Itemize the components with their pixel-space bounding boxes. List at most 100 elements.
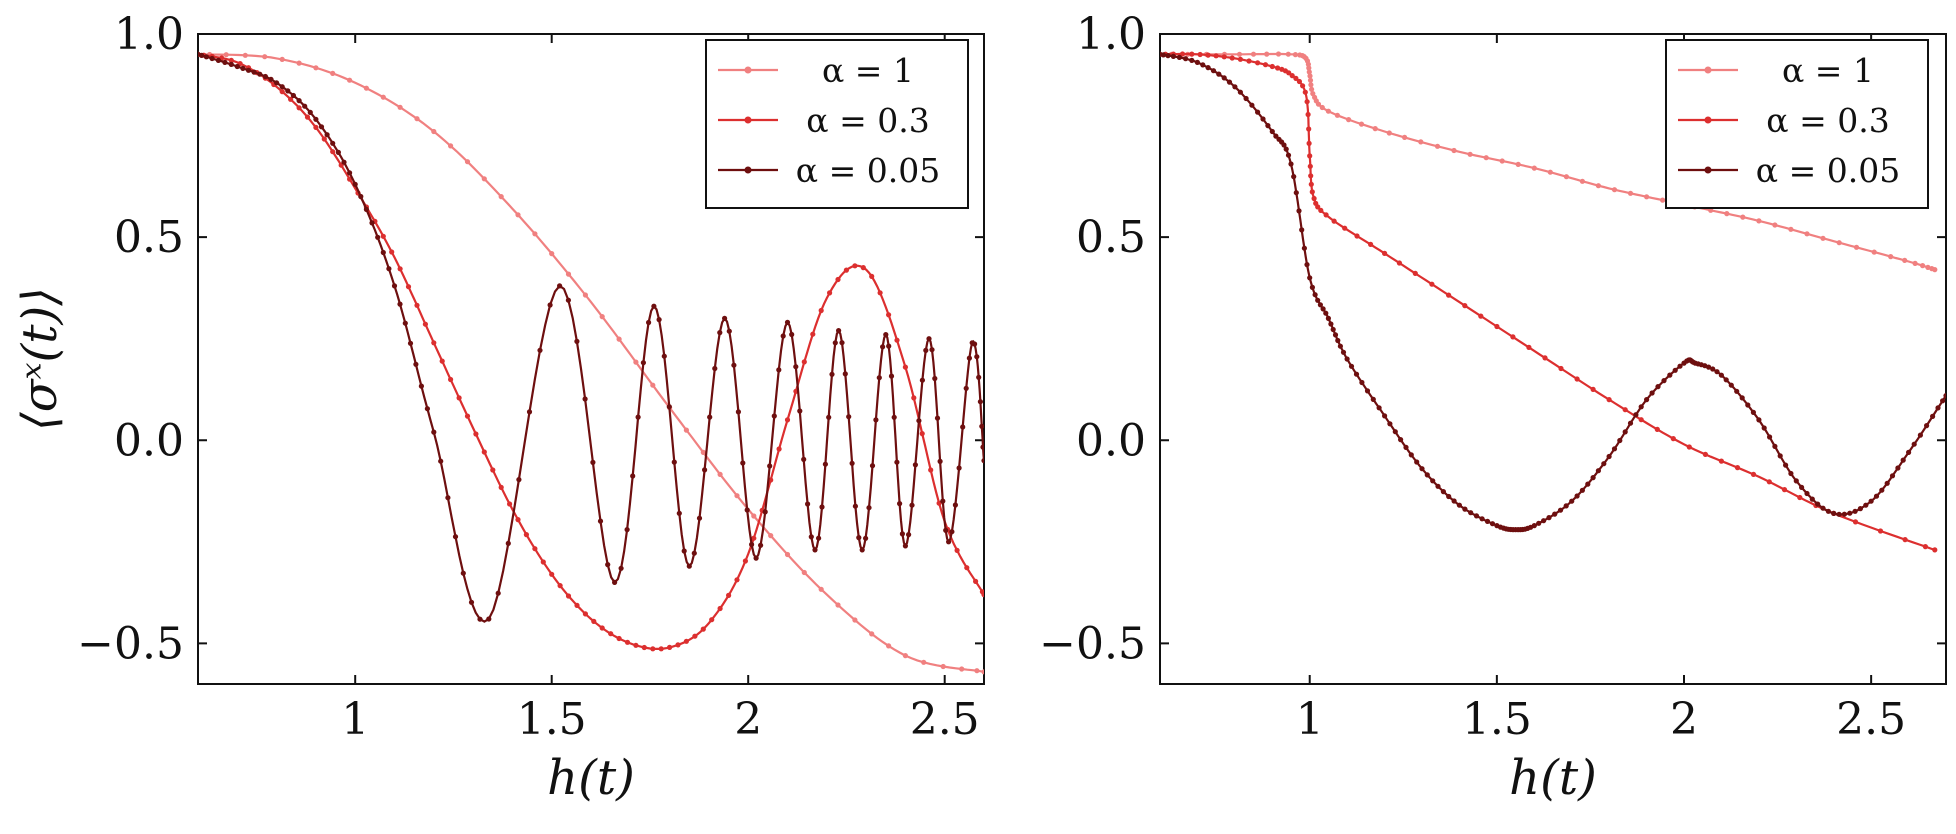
data-point bbox=[1359, 379, 1365, 386]
data-point bbox=[1348, 363, 1355, 369]
data-point bbox=[1809, 496, 1815, 502]
data-point bbox=[321, 136, 327, 142]
data-point bbox=[1911, 441, 1917, 447]
data-point bbox=[481, 176, 487, 182]
data-point bbox=[702, 467, 708, 473]
data-point bbox=[1484, 518, 1491, 525]
data-point bbox=[523, 532, 530, 538]
data-point bbox=[591, 618, 597, 625]
data-point bbox=[981, 669, 984, 675]
data-point bbox=[888, 373, 895, 379]
data-point bbox=[1595, 183, 1601, 189]
data-point bbox=[1483, 155, 1489, 161]
data-point bbox=[1358, 121, 1365, 127]
plot-area bbox=[1160, 51, 1946, 553]
data-point bbox=[849, 460, 855, 466]
data-point bbox=[1868, 498, 1874, 504]
data-point bbox=[616, 635, 622, 642]
data-point bbox=[431, 128, 437, 135]
data-point bbox=[683, 427, 690, 433]
data-point bbox=[1902, 537, 1908, 543]
legend: α = 1 α = 0.3 α = 0.05 bbox=[1665, 39, 1929, 209]
data-point bbox=[1750, 409, 1756, 415]
legend-marker bbox=[1704, 116, 1712, 124]
data-point bbox=[852, 263, 858, 269]
data-point bbox=[1541, 518, 1547, 524]
data-point bbox=[515, 517, 521, 523]
data-point bbox=[414, 116, 420, 122]
data-point bbox=[818, 307, 824, 314]
data-point bbox=[1386, 130, 1392, 136]
data-point bbox=[424, 406, 430, 412]
data-point bbox=[700, 449, 706, 455]
data-point bbox=[389, 249, 395, 255]
data-point bbox=[866, 505, 872, 511]
data-point bbox=[445, 495, 451, 501]
data-point bbox=[1226, 79, 1233, 85]
data-point bbox=[1189, 51, 1195, 57]
data-point bbox=[1304, 99, 1310, 105]
data-point bbox=[1467, 151, 1473, 157]
data-point bbox=[1783, 462, 1789, 468]
data-point bbox=[1788, 470, 1794, 477]
data-point bbox=[262, 73, 268, 80]
data-point bbox=[973, 578, 979, 585]
data-point bbox=[431, 340, 437, 346]
data-point bbox=[1644, 194, 1650, 200]
data-point bbox=[302, 103, 308, 109]
data-point bbox=[279, 89, 285, 95]
data-point bbox=[709, 617, 715, 623]
data-point bbox=[691, 550, 697, 556]
data-point bbox=[313, 116, 319, 122]
data-point bbox=[358, 193, 364, 200]
data-point bbox=[582, 611, 589, 617]
data-point bbox=[744, 507, 750, 513]
data-point bbox=[1429, 281, 1435, 287]
data-point bbox=[768, 533, 774, 539]
data-point bbox=[1655, 384, 1661, 390]
legend: α = 1 α = 0.3 α = 0.05 bbox=[705, 39, 969, 209]
data-point bbox=[1300, 83, 1306, 89]
data-point bbox=[228, 57, 234, 64]
data-point bbox=[1353, 371, 1360, 377]
data-point bbox=[1424, 472, 1430, 478]
data-point bbox=[981, 592, 984, 598]
data-point bbox=[793, 364, 799, 370]
data-point bbox=[1552, 511, 1558, 517]
data-point bbox=[1877, 528, 1884, 534]
data-point bbox=[296, 105, 302, 111]
data-point bbox=[650, 382, 656, 388]
x-tick-label: 1.5 bbox=[1462, 694, 1532, 745]
data-point bbox=[1296, 78, 1302, 85]
data-point bbox=[448, 376, 454, 383]
data-point bbox=[1579, 487, 1585, 493]
data-point bbox=[952, 502, 959, 508]
data-point bbox=[1262, 62, 1269, 68]
data-point bbox=[1320, 306, 1326, 312]
data-point bbox=[700, 626, 706, 632]
data-point bbox=[829, 371, 835, 377]
data-point bbox=[873, 417, 879, 423]
data-point bbox=[1285, 152, 1292, 158]
data-point bbox=[843, 267, 850, 273]
data-point bbox=[696, 515, 703, 521]
data-point bbox=[268, 76, 274, 82]
data-point bbox=[228, 61, 234, 67]
data-point bbox=[565, 297, 572, 303]
data-point bbox=[852, 503, 859, 509]
data-point bbox=[789, 331, 795, 338]
data-point bbox=[375, 234, 381, 240]
data-point bbox=[954, 547, 960, 554]
data-point bbox=[1194, 59, 1200, 65]
data-point bbox=[835, 276, 841, 283]
data-point bbox=[1579, 178, 1585, 184]
data-point bbox=[1710, 366, 1716, 372]
data-point bbox=[1364, 388, 1371, 394]
data-point bbox=[1734, 465, 1741, 471]
data-point bbox=[934, 415, 941, 421]
data-point bbox=[1434, 143, 1441, 149]
data-point bbox=[1264, 51, 1270, 57]
data-point bbox=[1325, 315, 1331, 321]
data-point bbox=[707, 414, 713, 420]
data-point bbox=[960, 424, 966, 430]
